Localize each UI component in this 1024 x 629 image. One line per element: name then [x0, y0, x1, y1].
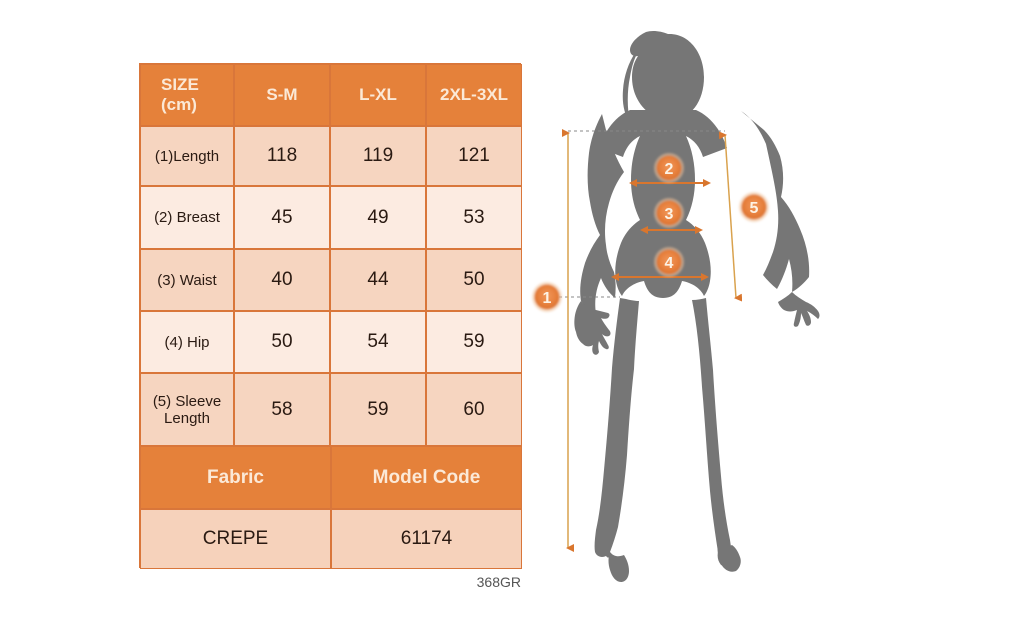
svg-text:2: 2 — [665, 161, 674, 178]
svg-text:1: 1 — [543, 290, 552, 307]
svg-text:3: 3 — [665, 206, 674, 223]
svg-text:4: 4 — [665, 255, 674, 272]
svg-text:5: 5 — [750, 200, 759, 217]
